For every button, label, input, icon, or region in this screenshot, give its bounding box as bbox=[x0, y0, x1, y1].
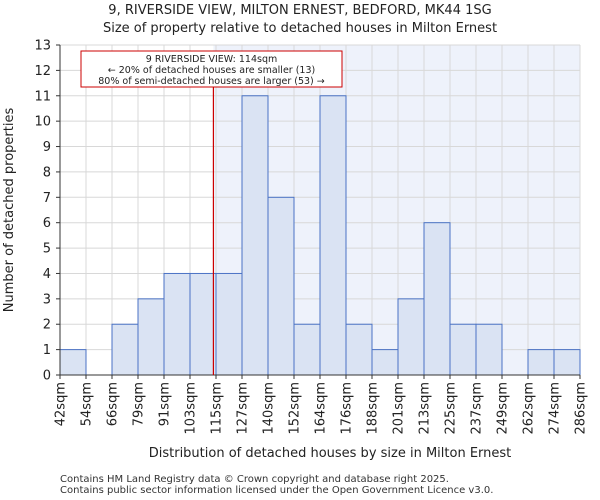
y-tick-label: 1 bbox=[43, 343, 51, 358]
x-tick-label: 176sqm bbox=[340, 382, 355, 435]
histogram-bar bbox=[553, 349, 581, 376]
x-tick-label: 91sqm bbox=[158, 382, 173, 426]
chart-title: 9, RIVERSIDE VIEW, MILTON ERNEST, BEDFOR… bbox=[108, 3, 492, 18]
y-tick-label: 8 bbox=[43, 165, 51, 180]
annotation-line-2: ← 20% of detached houses are smaller (13… bbox=[108, 65, 315, 76]
histogram-bar bbox=[111, 323, 139, 376]
histogram-bar bbox=[189, 272, 217, 376]
histogram-bar bbox=[293, 323, 321, 376]
x-tick-label: 127sqm bbox=[236, 382, 251, 435]
histogram-bar bbox=[215, 272, 243, 376]
x-axis-ticks: 42sqm 54sqm 66sqm 79sqm 91sqm 103sqm 115sqm 127… bbox=[54, 375, 589, 435]
x-tick-label: 164sqm bbox=[314, 382, 329, 435]
histogram-bar bbox=[527, 349, 555, 376]
y-tick-label: 0 bbox=[43, 369, 51, 384]
y-tick-label: 5 bbox=[43, 242, 51, 257]
histogram-bar bbox=[59, 349, 87, 376]
footer-copyright: Contains HM Land Registry data © Crown c… bbox=[60, 474, 449, 485]
annotation-line-3: 80% of semi-detached houses are larger (… bbox=[98, 76, 325, 87]
x-tick-label: 54sqm bbox=[80, 382, 95, 426]
x-tick-label: 79sqm bbox=[132, 382, 147, 426]
property-annotation: 9 RIVERSIDE VIEW: 114sqm ← 20% of detach… bbox=[80, 50, 343, 88]
y-tick-label: 7 bbox=[43, 191, 51, 206]
x-tick-label: 213sqm bbox=[418, 382, 433, 435]
x-tick-label: 140sqm bbox=[262, 382, 277, 435]
histogram-bar bbox=[371, 349, 399, 376]
histogram-bar bbox=[449, 323, 477, 376]
y-tick-label: 13 bbox=[34, 39, 51, 54]
x-tick-label: 115sqm bbox=[210, 382, 225, 435]
histogram-bar bbox=[397, 298, 425, 376]
histogram-bar bbox=[137, 298, 165, 376]
x-tick-label: 262sqm bbox=[522, 382, 537, 435]
y-tick-label: 12 bbox=[34, 64, 51, 79]
x-tick-label: 225sqm bbox=[444, 382, 459, 435]
annotation-line-1: 9 RIVERSIDE VIEW: 114sqm bbox=[146, 54, 277, 65]
x-tick-label: 201sqm bbox=[392, 382, 407, 435]
y-tick-label: 11 bbox=[34, 89, 51, 104]
y-tick-label: 4 bbox=[43, 267, 51, 282]
x-tick-label: 249sqm bbox=[496, 382, 511, 435]
y-tick-label: 6 bbox=[43, 216, 51, 231]
chart-subtitle: Size of property relative to detached ho… bbox=[102, 21, 498, 36]
y-axis-label: Number of detached properties bbox=[2, 108, 17, 313]
footer-licence: Contains public sector information licen… bbox=[60, 485, 494, 496]
x-tick-label: 66sqm bbox=[106, 382, 121, 426]
x-tick-label: 274sqm bbox=[548, 382, 563, 435]
y-tick-label: 2 bbox=[43, 318, 51, 333]
histogram-bar bbox=[241, 95, 269, 376]
y-tick-label: 9 bbox=[43, 140, 51, 155]
x-tick-label: 152sqm bbox=[288, 382, 303, 435]
x-tick-label: 188sqm bbox=[366, 382, 381, 435]
y-tick-label: 10 bbox=[34, 115, 51, 130]
x-tick-label: 42sqm bbox=[54, 382, 69, 426]
x-tick-label: 237sqm bbox=[470, 382, 485, 435]
bars bbox=[59, 95, 581, 376]
histogram-bar bbox=[267, 196, 295, 376]
histogram-bar bbox=[345, 323, 373, 376]
x-tick-label: 286sqm bbox=[574, 382, 589, 435]
x-tick-label: 103sqm bbox=[184, 382, 199, 435]
x-axis-label: Distribution of detached houses by size … bbox=[149, 446, 512, 461]
histogram-bar bbox=[423, 222, 451, 376]
histogram-bar bbox=[163, 272, 191, 376]
histogram-bar bbox=[475, 323, 503, 376]
y-tick-label: 3 bbox=[43, 292, 51, 307]
annotation-box bbox=[80, 50, 343, 88]
histogram-bar bbox=[319, 95, 347, 376]
